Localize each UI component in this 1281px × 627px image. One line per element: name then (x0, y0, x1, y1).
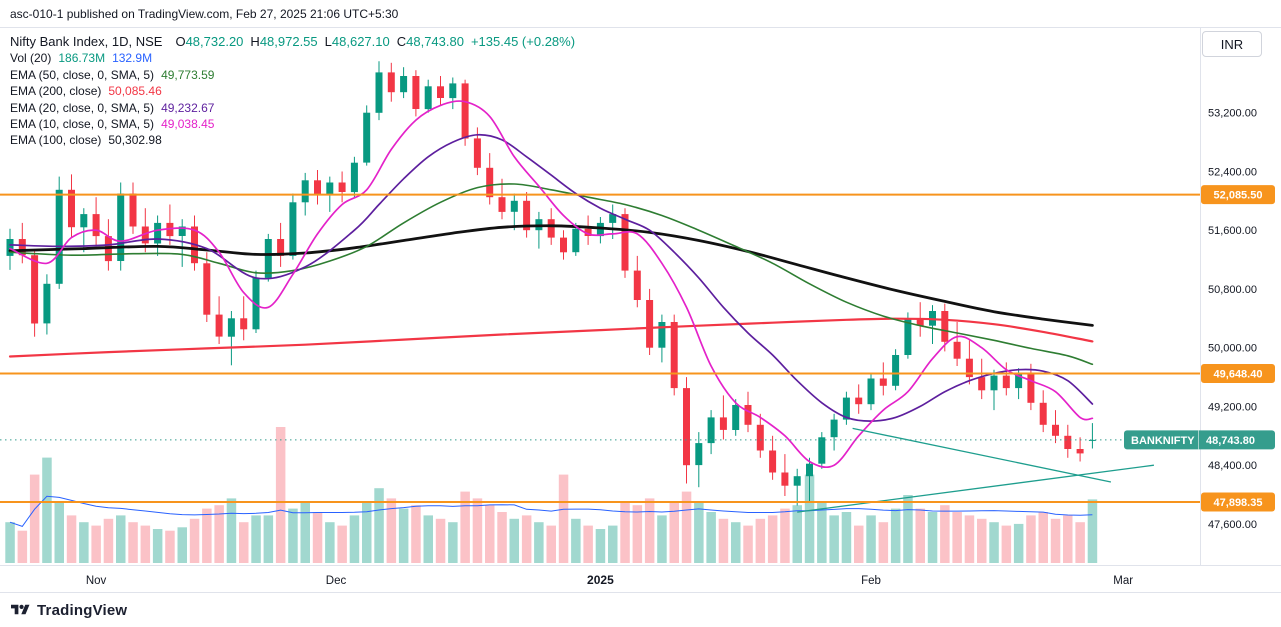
svg-text:47,898.35: 47,898.35 (1214, 497, 1263, 509)
svg-text:51,600.00: 51,600.00 (1208, 225, 1257, 237)
last-price-tag: BANKNIFTY 48,743.80 (1124, 430, 1275, 450)
volume-value: 186.73M (58, 51, 106, 66)
ema10-value: 49,038.45 (161, 117, 215, 132)
tradingview-brand[interactable]: TradingView (37, 601, 128, 619)
price-chart-canvas[interactable]: 53,200.00 52,400.00 51,600.00 50,800.00 50,0… (0, 28, 1281, 592)
ema100-value: 50,302.98 (108, 133, 162, 148)
low-key: L (324, 34, 332, 49)
chart-legend: Nifty Bank Index, 1D, NSE O48,732.20 H48,9… (10, 34, 575, 149)
symbol-legend-row: Nifty Bank Index, 1D, NSE O48,732.20 H48,9… (10, 34, 575, 50)
indicator-legend-ema200: EMA (200, close) 50,085.46 (10, 83, 575, 99)
high-value: 48,972.55 (259, 34, 318, 49)
ema20-label: EMA (20, close, 0, SMA, 5) (10, 100, 155, 115)
svg-text:48,400.00: 48,400.00 (1208, 460, 1257, 472)
ema50-value: 49,773.59 (161, 67, 215, 82)
svg-text:Mar: Mar (1113, 575, 1133, 587)
publish-info: asc-010-1 published on TradingView.com, … (10, 6, 399, 21)
ema200-label: EMA (200, close) (10, 84, 102, 99)
trendline[interactable] (797, 464, 1154, 513)
high-key: H (250, 34, 260, 49)
svg-text:47,600.00: 47,600.00 (1208, 519, 1257, 531)
ema20-value: 49,232.67 (161, 100, 215, 115)
ema50-label: EMA (50, close, 0, SMA, 5) (10, 67, 155, 82)
open-key: O (175, 34, 186, 49)
indicator-legend-ema10: EMA (10, close, 0, SMA, 5) 49,038.45 (10, 116, 575, 132)
publish-info-bar: asc-010-1 published on TradingView.com, … (0, 0, 1281, 28)
symbol-title: Nifty Bank Index, 1D, NSE (10, 34, 163, 49)
price-scale[interactable]: 53,200.00 52,400.00 51,600.00 50,800.00 50,0… (1208, 108, 1257, 531)
low-value: 48,627.10 (331, 34, 390, 49)
volume-label: Vol (20) (10, 51, 52, 66)
ema-100-line (8, 224, 1094, 327)
chart-region: 53,200.00 52,400.00 51,600.00 50,800.00 50,0… (0, 28, 1281, 592)
volume-legend-row: Vol (20) 186.73M 132.9M (10, 50, 575, 66)
svg-text:Dec: Dec (326, 575, 347, 587)
ema-20-line (9, 133, 1094, 422)
candles (6, 61, 1096, 506)
ema200-value: 50,085.46 (108, 84, 162, 99)
ema100-label: EMA (100, close) (10, 133, 102, 148)
ema-200-line (8, 317, 1094, 358)
svg-text:Feb: Feb (861, 575, 881, 587)
indicator-legend-ema100: EMA (100, close) 50,302.98 (10, 132, 575, 148)
svg-text:Nov: Nov (86, 575, 107, 587)
level-price-tag: 52,085.50 (1201, 185, 1275, 205)
svg-text:2025: 2025 (587, 573, 614, 587)
indicator-legend-ema50: EMA (50, close, 0, SMA, 5) 49,773.59 (10, 67, 575, 83)
svg-text:53,200.00: 53,200.00 (1208, 108, 1257, 120)
svg-text:50,000.00: 50,000.00 (1208, 343, 1257, 355)
open-value: 48,732.20 (185, 34, 244, 49)
ema-50-line (9, 183, 1094, 366)
indicator-legend-ema20: EMA (20, close, 0, SMA, 5) 49,232.67 (10, 100, 575, 116)
svg-text:49,200.00: 49,200.00 (1208, 401, 1257, 413)
change-value: +135.45 (+0.28%) (470, 34, 576, 49)
volume-ma-value: 132.9M (112, 51, 153, 66)
trendline[interactable] (852, 427, 1112, 483)
level-price-tag: 49,648.40 (1201, 364, 1275, 383)
close-key: C (396, 34, 407, 49)
close-value: 48,743.80 (406, 34, 464, 49)
footer-bar: TradingView (0, 592, 1281, 627)
svg-text:52,085.50: 52,085.50 (1214, 190, 1263, 202)
svg-text:49,648.40: 49,648.40 (1214, 369, 1263, 381)
ema-10-line (9, 100, 1094, 469)
volume-ma-line (9, 495, 1093, 527)
level-price-tag: 47,898.35 (1201, 492, 1275, 512)
tradingview-logo-icon[interactable] (11, 602, 30, 618)
svg-text:48,743.80: 48,743.80 (1206, 435, 1255, 447)
volume-bars (5, 427, 1098, 563)
currency-button[interactable]: INR (1202, 31, 1262, 57)
svg-text:BANKNIFTY: BANKNIFTY (1131, 435, 1195, 447)
ema10-label: EMA (10, close, 0, SMA, 5) (10, 117, 155, 132)
svg-text:50,800.00: 50,800.00 (1208, 284, 1257, 296)
time-scale[interactable]: Nov Dec 2025 Feb Mar (86, 573, 1133, 587)
svg-text:52,400.00: 52,400.00 (1208, 167, 1257, 179)
